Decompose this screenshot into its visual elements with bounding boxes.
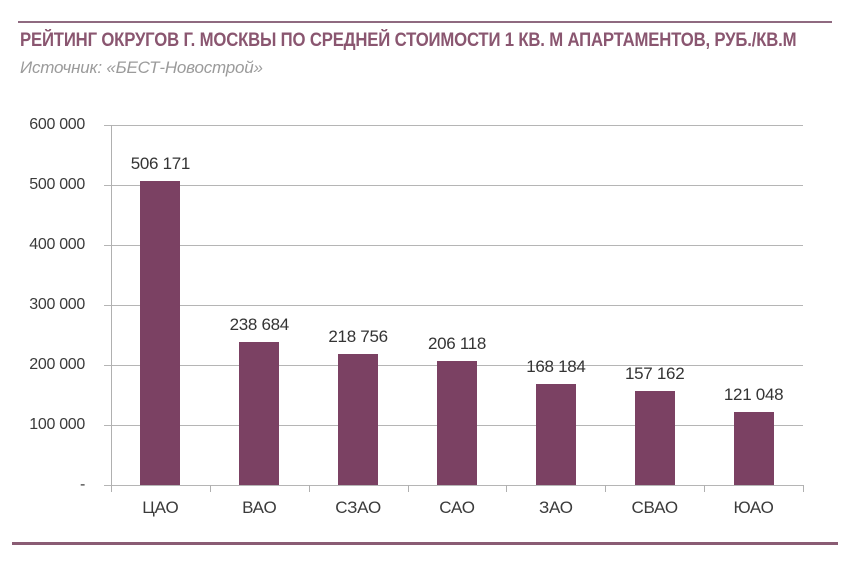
y-axis-tick-label: 600 000 — [29, 116, 85, 133]
x-axis-tick — [308, 485, 310, 492]
bar-value-label: 218 756 — [328, 326, 388, 346]
bar-value-label: 506 171 — [130, 154, 191, 174]
x-axis-tick — [111, 485, 112, 492]
y-axis-tick-label: 200 000 — [29, 356, 85, 373]
x-axis-category-label: ЦАО — [142, 498, 179, 517]
x-axis-tick — [506, 485, 508, 492]
x-axis-tick — [704, 485, 706, 492]
bar — [535, 384, 576, 485]
bar-value-label: 238 684 — [229, 314, 290, 334]
x-axis-category-label: САО — [439, 498, 475, 517]
bar-value-label: 157 162 — [625, 363, 685, 383]
x-axis-category-label: СЗАО — [335, 498, 381, 517]
y-axis-tick-label: 100 000 — [29, 416, 85, 433]
bar — [239, 341, 280, 485]
bar — [437, 361, 477, 485]
x-axis-category-label: ЮАО — [733, 498, 774, 517]
y-axis-tick-label: 300 000 — [29, 296, 85, 313]
bar — [140, 181, 181, 485]
source-caption: Источник: «БЕСТ-Новострой» — [20, 58, 263, 77]
bar — [338, 353, 379, 485]
y-axis-tick-label: 400 000 — [29, 236, 85, 253]
x-axis-tick — [209, 485, 211, 492]
bar-value-label: 121 048 — [723, 385, 784, 405]
y-axis-line — [111, 125, 112, 486]
x-axis-category-label: СВАО — [631, 498, 678, 517]
bar-value-label: 168 184 — [526, 357, 586, 377]
x-axis-tick — [407, 485, 409, 492]
y-axis-tick-label: - — [79, 476, 85, 493]
gridline — [104, 305, 803, 306]
chart-title: РЕЙТИНГ ОКРУГОВ Г. МОСКВЫ ПО СРЕДНЕЙ СТО… — [20, 30, 797, 51]
y-axis-tick-label: 500 000 — [29, 176, 85, 193]
x-axis-line — [104, 485, 803, 486]
x-axis-tick — [605, 485, 607, 492]
x-axis-category-label: ЗАО — [538, 498, 573, 517]
gridline — [104, 125, 803, 126]
top-divider — [18, 21, 832, 23]
x-axis-tick — [803, 485, 804, 492]
bar-value-label: 206 118 — [427, 334, 487, 354]
x-axis-category-label: ВАО — [242, 498, 277, 517]
gridline — [104, 245, 803, 246]
bottom-divider — [12, 542, 838, 545]
bar — [634, 390, 675, 485]
bar — [733, 412, 774, 485]
gridline — [104, 185, 803, 186]
